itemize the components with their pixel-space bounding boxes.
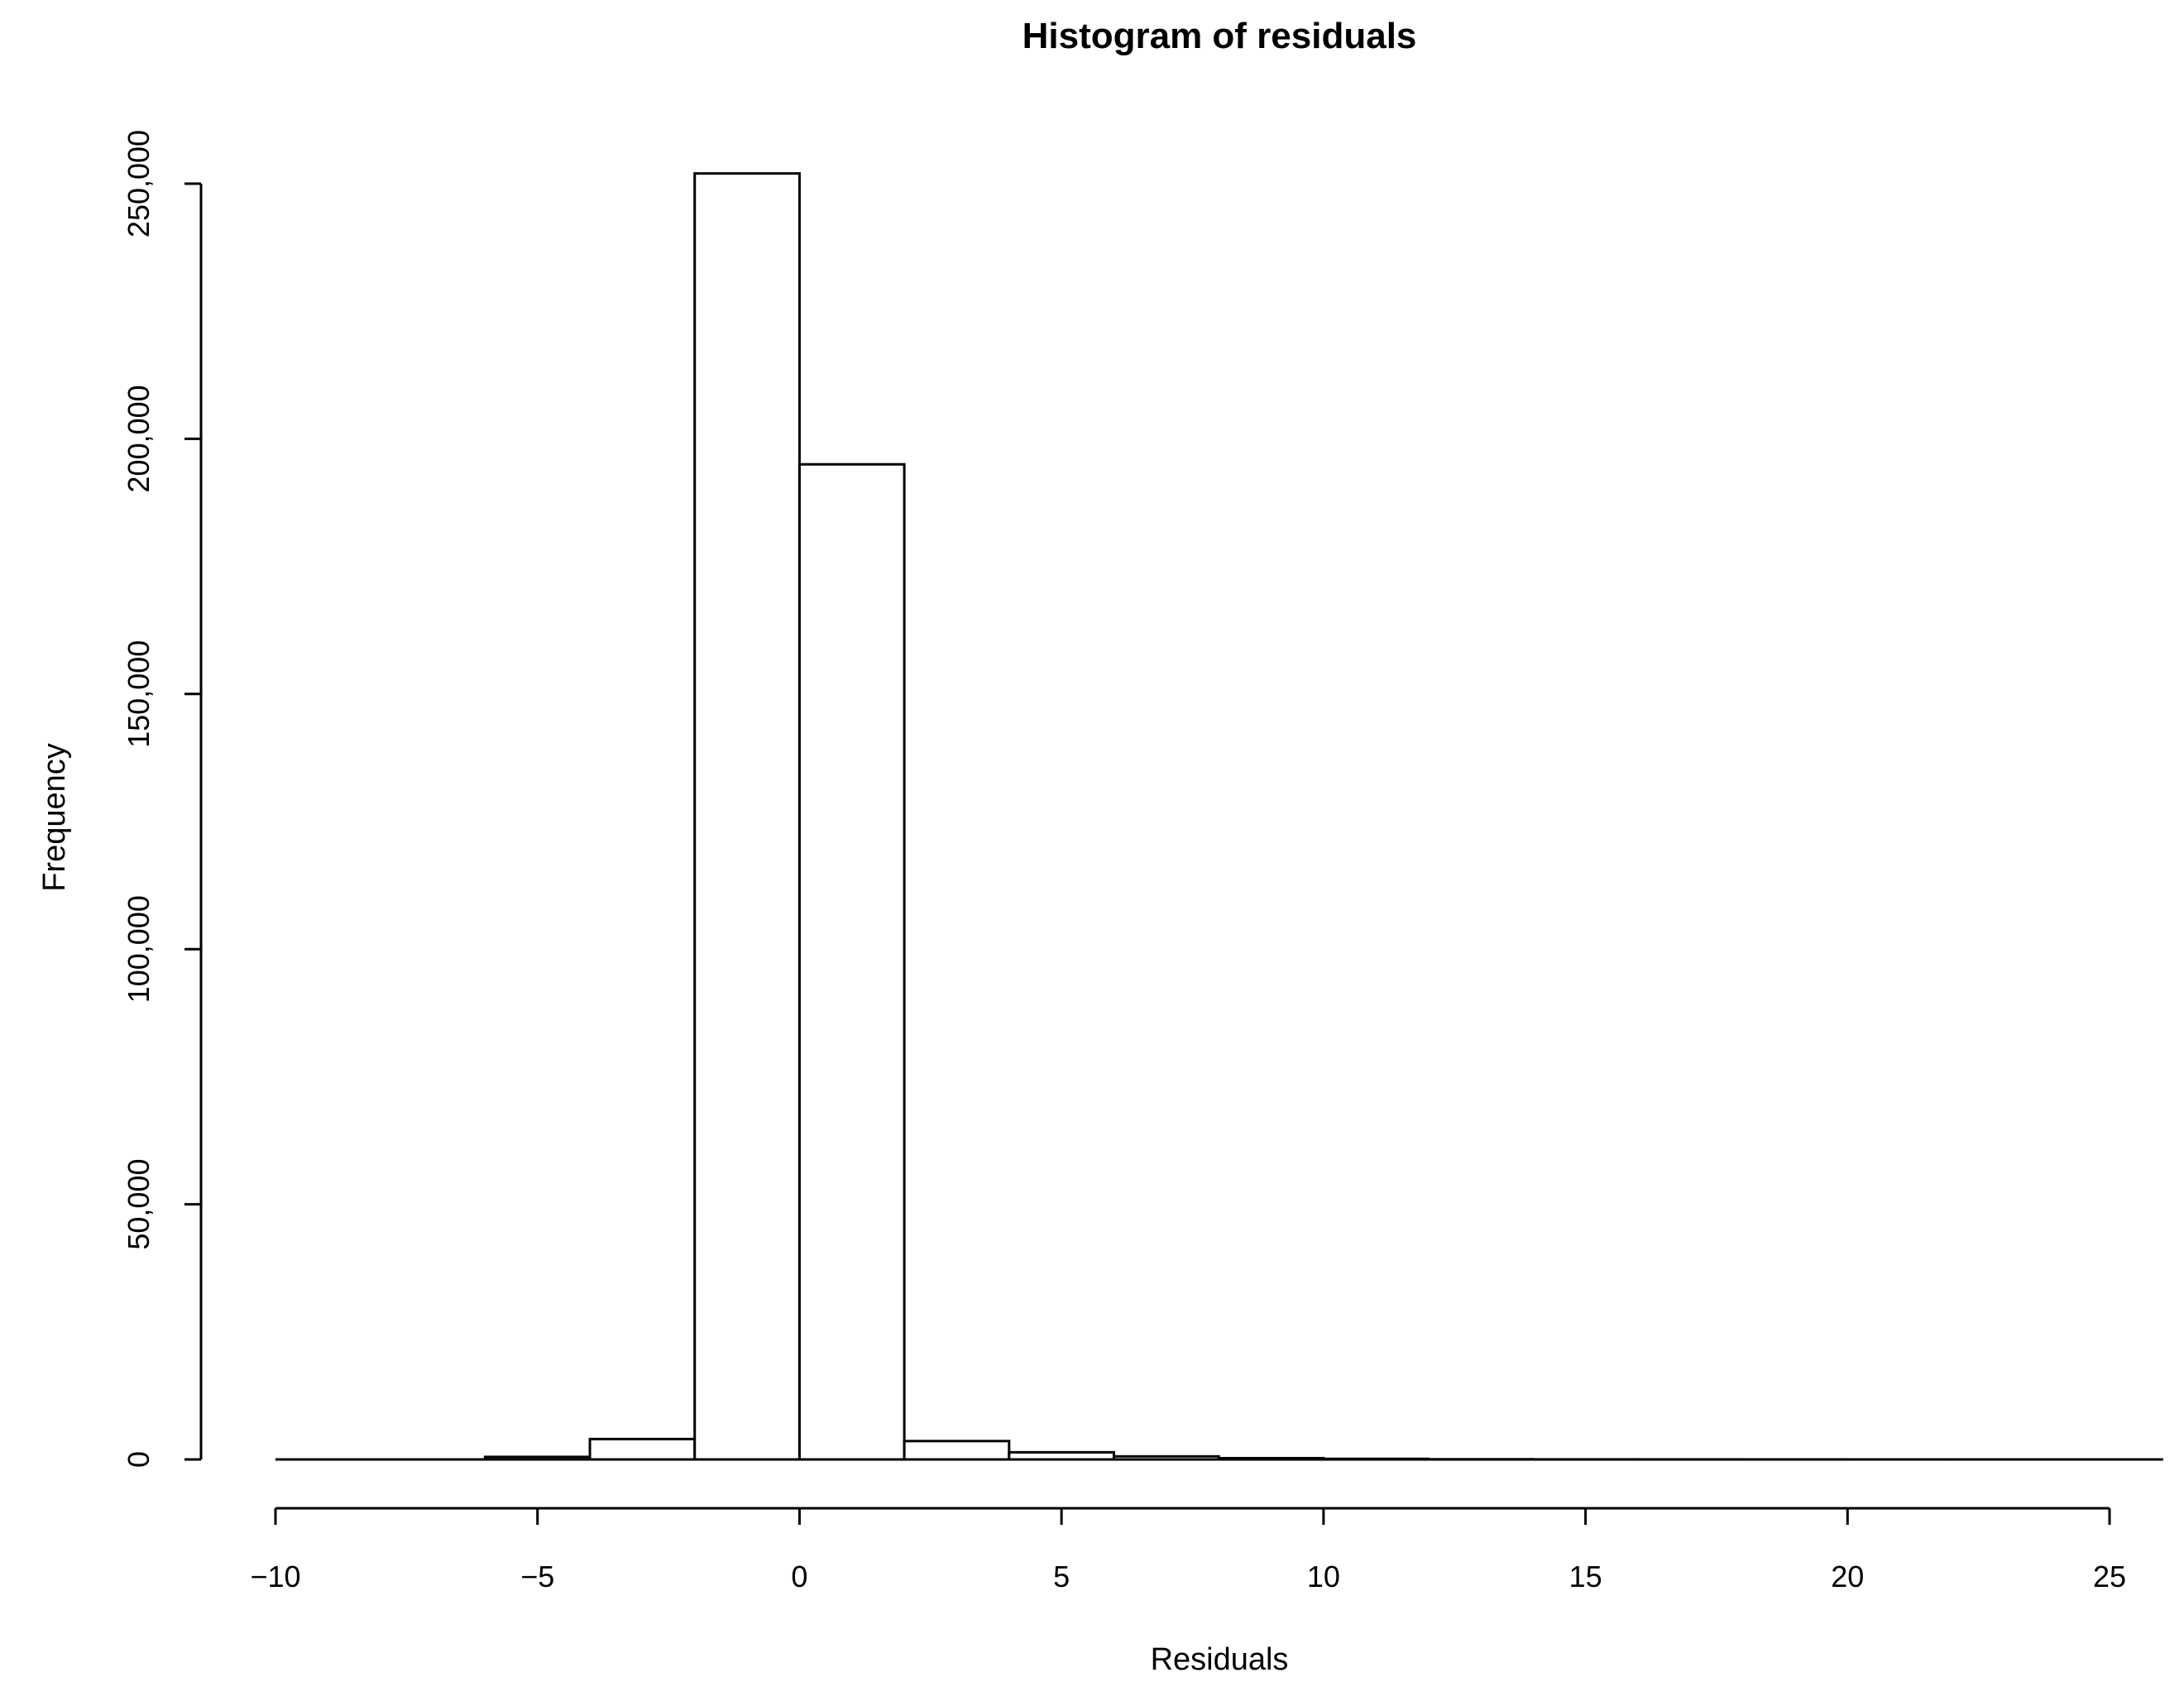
- x-tick-label-4: 10: [1307, 1560, 1340, 1593]
- x-axis: −10 −5 0 5 10 15 20 25: [250, 1507, 2126, 1593]
- histogram-bar-3: [588, 1437, 697, 1461]
- histogram-bar-4: [693, 172, 801, 1461]
- x-axis-label: Residuals: [1151, 1642, 1289, 1677]
- x-tick-label-1: −5: [520, 1560, 554, 1593]
- x-tick-label-0: −10: [250, 1560, 300, 1593]
- x-tick-label-5: 15: [1569, 1560, 1602, 1593]
- y-tick-label-1: 50,000: [122, 1159, 156, 1250]
- x-tick-label-2: 0: [791, 1560, 807, 1593]
- bars-group: [483, 172, 2163, 1461]
- y-tick-label-5: 250,000: [122, 130, 156, 237]
- y-tick-label-4: 200,000: [122, 385, 156, 492]
- chart-title: Histogram of residuals: [1023, 16, 1417, 56]
- x-tick-label-7: 25: [2093, 1560, 2126, 1593]
- y-tick-label-3: 150,000: [122, 640, 156, 748]
- y-tick-label-0: 0: [122, 1451, 156, 1468]
- y-axis-label: Frequency: [37, 743, 72, 892]
- y-tick-label-2: 100,000: [122, 895, 156, 1003]
- histogram-bar-5: [797, 462, 906, 1461]
- histogram-bar-6: [903, 1440, 1011, 1461]
- x-tick-label-6: 20: [1831, 1560, 1864, 1593]
- x-tick-label-3: 5: [1053, 1560, 1070, 1593]
- y-axis: 0 50,000 100,000 150,000 200,000 250,000: [122, 130, 203, 1468]
